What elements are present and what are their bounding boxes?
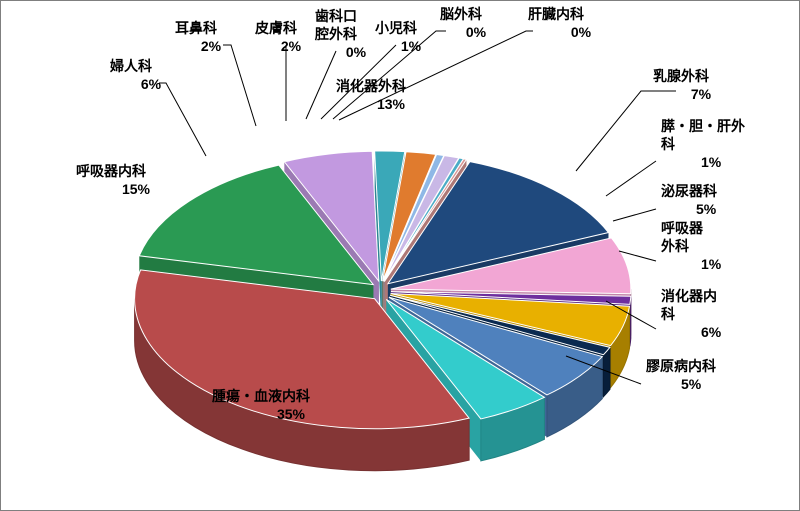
slice-value: 6%: [701, 324, 722, 340]
slice-label: 耳鼻科: [175, 20, 217, 36]
slice-value: 6%: [141, 76, 162, 92]
slice-value: 5%: [681, 376, 702, 392]
slice-value: 15%: [122, 181, 151, 197]
slice-value: 0%: [466, 24, 487, 40]
slice-label: 膠原病内科: [646, 358, 716, 374]
leader-line: [223, 45, 256, 126]
slice-label: 呼吸器: [661, 220, 704, 236]
slice-label: 腔外科: [314, 26, 357, 42]
slice-label: 膵・胆・肝外: [661, 118, 745, 134]
slice-value: 0%: [346, 44, 367, 60]
slice-label: 科: [661, 306, 675, 322]
slice-label: 皮膚科: [254, 20, 297, 36]
slice-label: 肝臓内科: [528, 6, 584, 22]
slice-value: 35%: [277, 406, 306, 422]
slice-label: 小児科: [375, 20, 417, 36]
pie-chart: 消化器外科13%乳腺外科7%膵・胆・肝外科1%泌尿器科5%呼吸器外科1%消化器内…: [1, 1, 799, 510]
slice-label: 消化器内: [661, 288, 717, 304]
slice-label: 呼吸器内科: [76, 163, 146, 179]
slice-value: 2%: [201, 38, 222, 54]
slice-label: 科: [661, 136, 675, 152]
slice-label: 歯科口: [315, 8, 357, 24]
slice-value: 0%: [571, 24, 592, 40]
slice-value: 13%: [377, 96, 406, 112]
leader-line: [613, 209, 656, 221]
slice-value: 2%: [281, 38, 302, 54]
slice-label: 脳外科: [440, 6, 482, 22]
slice-value: 1%: [701, 154, 722, 170]
slice-value: 7%: [691, 86, 712, 102]
leader-line: [159, 83, 206, 156]
leader-line: [339, 31, 533, 120]
slice-label: 婦人科: [109, 58, 152, 74]
slice-label: 乳腺外科: [653, 68, 709, 84]
slice-value: 5%: [696, 201, 717, 217]
slice-label: 泌尿器科: [661, 183, 717, 199]
slice-value: 1%: [701, 256, 722, 272]
slice-label: 腫瘍・血液内科: [212, 388, 310, 404]
pie-chart-container: 消化器外科13%乳腺外科7%膵・胆・肝外科1%泌尿器科5%呼吸器外科1%消化器内…: [0, 0, 800, 511]
slice-label: 外科: [661, 238, 689, 254]
leader-line: [606, 161, 656, 196]
